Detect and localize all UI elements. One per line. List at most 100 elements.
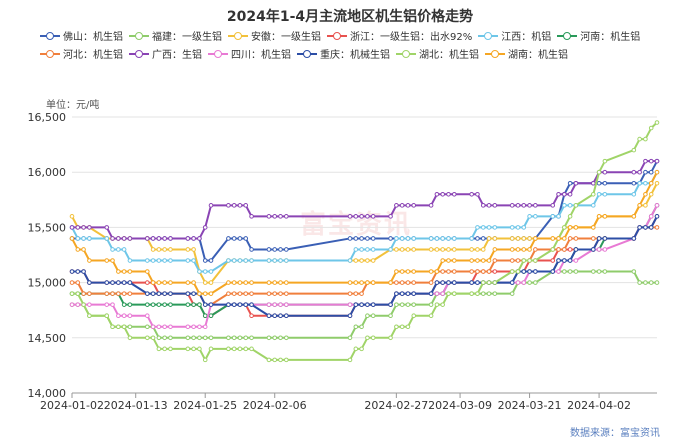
legend-item[interactable]: 湖南：机生铝 [485, 46, 568, 61]
data-point [226, 302, 231, 307]
data-point [475, 291, 480, 296]
data-point [272, 247, 278, 252]
data-point [521, 225, 527, 230]
series-line [72, 215, 658, 317]
data-point [596, 214, 602, 219]
data-point [533, 280, 538, 285]
data-point [185, 247, 191, 252]
legend-label: 河南：机生铝 [580, 32, 641, 43]
data-point [191, 302, 196, 307]
data-point [405, 302, 411, 307]
legend-marker-icon [129, 49, 149, 59]
data-point [162, 335, 167, 341]
legend-item[interactable]: 河南：机生铝 [557, 28, 640, 43]
data-point [87, 313, 92, 319]
data-point [654, 158, 660, 164]
data-point [185, 258, 191, 263]
data-point [637, 136, 642, 142]
data-point [347, 214, 353, 219]
legend-item[interactable]: 佛山：机生铝 [40, 28, 123, 43]
data-point [231, 302, 237, 307]
legend-item[interactable]: 福建：一级生铝 [129, 28, 222, 43]
data-point [388, 313, 393, 319]
legend-item[interactable]: 四川：机生铝 [208, 46, 291, 61]
data-point [197, 291, 202, 296]
data-point [150, 236, 156, 241]
data-point [428, 269, 434, 274]
data-point [527, 258, 532, 263]
legend-item[interactable]: 江西：机铝 [478, 28, 551, 43]
data-point [486, 225, 492, 230]
data-point [446, 191, 451, 197]
legend-item[interactable]: 安徽：一级生铝 [228, 28, 321, 43]
data-point [365, 236, 370, 241]
data-point [637, 225, 642, 230]
data-point [185, 346, 191, 352]
data-point [127, 258, 133, 263]
data-point [75, 225, 81, 230]
data-point [446, 269, 451, 274]
data-point [388, 302, 393, 307]
data-point [191, 335, 196, 341]
data-point [347, 302, 353, 307]
data-point [440, 258, 445, 263]
data-point [434, 291, 440, 296]
data-point [121, 291, 127, 296]
data-point [127, 335, 133, 341]
data-point [451, 236, 457, 241]
legend-item[interactable]: 重庆：机械生铝 [297, 46, 390, 61]
data-point [480, 280, 486, 285]
data-point [208, 346, 214, 352]
data-point [399, 291, 405, 296]
data-point [480, 269, 486, 274]
data-point [451, 191, 457, 197]
data-point [440, 191, 445, 197]
data-point [226, 335, 231, 341]
data-point [469, 291, 474, 296]
data-point [602, 191, 608, 197]
data-point [278, 258, 283, 263]
source-note: 数据来源：富宝资讯 [570, 428, 660, 439]
data-point [648, 169, 654, 175]
data-point [562, 258, 567, 263]
data-point [475, 191, 480, 197]
data-point [527, 269, 532, 274]
data-point [69, 214, 75, 219]
legend-item[interactable]: 广西：生铝 [129, 46, 202, 61]
data-point [394, 280, 399, 285]
data-point [359, 236, 364, 241]
data-point [127, 324, 133, 330]
data-point [191, 236, 196, 241]
data-point [654, 180, 660, 186]
data-point [104, 236, 110, 241]
data-point [602, 269, 608, 274]
data-point [353, 346, 359, 352]
legend-item[interactable]: 浙江：一级生铝：出水92% [327, 28, 472, 43]
data-point [284, 335, 289, 341]
legend-marker-icon [327, 31, 347, 41]
data-point [533, 258, 538, 263]
data-point [533, 203, 538, 208]
data-point [562, 247, 567, 252]
legend-item[interactable]: 河北：机生铝 [40, 46, 123, 61]
data-point [573, 225, 579, 230]
data-point [87, 258, 92, 263]
data-point [243, 302, 249, 307]
data-point [643, 203, 648, 208]
data-point [475, 236, 480, 241]
data-point [272, 291, 278, 296]
y-tick-label: 14,000 [28, 387, 67, 400]
data-point [359, 346, 364, 352]
legend-item[interactable]: 湖北：机生铝 [396, 46, 479, 61]
data-point [648, 180, 654, 186]
data-point [353, 324, 359, 330]
y-tick-label: 16,500 [28, 111, 67, 124]
data-point [643, 280, 648, 285]
data-point [191, 280, 196, 285]
data-point [405, 291, 411, 296]
data-point [515, 247, 521, 252]
data-point [405, 269, 411, 274]
data-point [278, 313, 283, 319]
data-point [434, 191, 440, 197]
data-point [121, 302, 127, 307]
